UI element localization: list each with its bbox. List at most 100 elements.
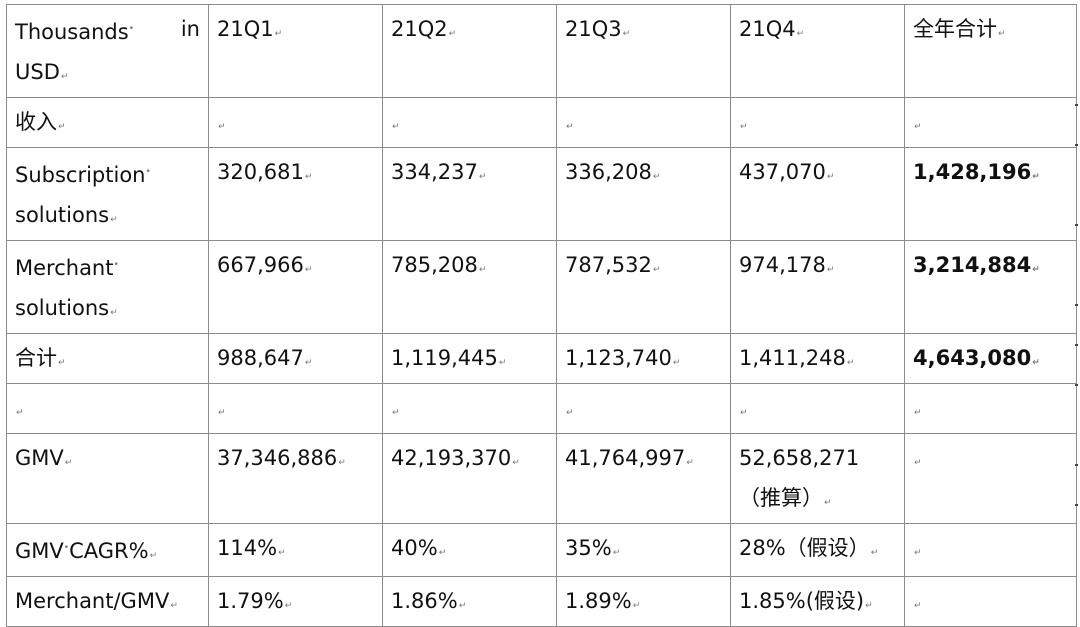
sum-q4: 1,411,248	[739, 346, 846, 370]
subscription-q3-cell[interactable]: 336,208↵	[556, 147, 731, 241]
gmv-cagr-q3-cell[interactable]: 35%↵	[556, 523, 731, 577]
header-q3: 21Q3	[565, 17, 622, 41]
subscription-q1-cell[interactable]: 320,681↵	[208, 147, 383, 241]
sum-label: 合计	[15, 346, 57, 370]
subscription-label-line2: solutions↵	[15, 195, 200, 240]
merchant-total-cell[interactable]: 3,214,884↵	[904, 240, 1077, 334]
empty-cell[interactable]: ↵	[208, 383, 383, 434]
paragraph-mark: ↵	[796, 29, 805, 39]
merchant-q3-cell[interactable]: 787,532↵	[556, 240, 731, 334]
sum-q1-cell[interactable]: 988,647↵	[208, 333, 383, 384]
empty-cell[interactable]: ↵	[208, 97, 383, 148]
merchant-q2-cell[interactable]: 785,208↵	[382, 240, 557, 334]
subscription-q2-cell[interactable]: 334,237↵	[382, 147, 557, 241]
gmv-q4-value: 52,658,271	[739, 446, 860, 470]
header-unit-word1: Thousands•	[15, 9, 134, 52]
paragraph-mark: ↵	[284, 601, 293, 611]
paragraph-mark: ↵	[149, 551, 158, 561]
merchant-gmv-label: Merchant/GMV	[15, 589, 170, 613]
empty-cell[interactable]: ↵	[6, 383, 209, 434]
sum-label-cell[interactable]: 合计↵	[6, 333, 209, 384]
merchant-label-line1: Merchant•	[15, 245, 200, 288]
paragraph-mark: ↵	[16, 408, 24, 418]
header-q1-cell[interactable]: 21Q1↵	[208, 4, 383, 98]
sum-q1: 988,647	[217, 346, 304, 370]
gmv-q2-cell[interactable]: 42,193,370↵	[382, 433, 557, 524]
merchant-gmv-q4-cell[interactable]: 1.85%(假设)↵	[730, 576, 905, 627]
subscription-label-cell[interactable]: Subscription• solutions↵	[6, 147, 209, 241]
gmv-cagr-q4: 28%（假设）	[739, 536, 870, 560]
merchant-q1-cell[interactable]: 667,966↵	[208, 240, 383, 334]
paragraph-mark: ↵	[304, 358, 313, 368]
gmv-cagr-label-cell[interactable]: GMV•CAGR%↵	[6, 523, 209, 577]
subscription-label-text2: solutions	[15, 203, 110, 227]
empty-cell[interactable]: ↵	[556, 97, 731, 148]
space-mark: •	[113, 260, 119, 270]
empty-cell[interactable]: ↵	[556, 383, 731, 434]
paragraph-mark: ↵	[740, 122, 748, 132]
merchant-gmv-q1-cell[interactable]: 1.79%↵	[208, 576, 383, 627]
revenue-section-label-cell[interactable]: 收入↵	[6, 97, 209, 148]
gmv-q1-cell[interactable]: 37,346,886↵	[208, 433, 383, 524]
merchant-gmv-q2-cell[interactable]: 1.86%↵	[382, 576, 557, 627]
merchant-gmv-q3-cell[interactable]: 1.89%↵	[556, 576, 731, 627]
empty-cell[interactable]: ↵	[382, 383, 557, 434]
gmv-q3-cell[interactable]: 41,764,997↵	[556, 433, 731, 524]
header-q4-cell[interactable]: 21Q4↵	[730, 4, 905, 98]
gmv-cagr-q2-cell[interactable]: 40%↵	[382, 523, 557, 577]
subscription-total: 1,428,196	[913, 160, 1032, 184]
gmv-label: GMV	[15, 446, 64, 470]
paragraph-mark: ↵	[914, 122, 922, 132]
paragraph-mark: ↵	[870, 548, 879, 558]
empty-cell[interactable]: ↵	[904, 383, 1077, 434]
subscription-label-text1: Subscription	[15, 163, 146, 187]
sum-q4-cell[interactable]: 1,411,248↵	[730, 333, 905, 384]
empty-cell[interactable]: ↵	[904, 97, 1077, 148]
paragraph-mark: ↵	[218, 122, 226, 132]
paragraph-mark: ↵	[338, 458, 346, 468]
header-unit-text-thousands: Thousands	[15, 20, 129, 44]
paragraph-mark: ↵	[652, 265, 661, 275]
sum-q3-cell[interactable]: 1,123,740↵	[556, 333, 731, 384]
space-mark: •	[145, 167, 151, 177]
merchant-gmv-label-cell[interactable]: Merchant/GMV↵	[6, 576, 209, 627]
merchant-gmv-q1: 1.79%	[217, 589, 284, 613]
sum-q2-cell[interactable]: 1,119,445↵	[382, 333, 557, 384]
paragraph-mark: ↵	[914, 548, 922, 558]
gmv-label-cell[interactable]: GMV↵	[6, 433, 209, 524]
empty-cell[interactable]: ↵	[730, 97, 905, 148]
subscription-q4-cell[interactable]: 437,070↵	[730, 147, 905, 241]
row-end-marker	[1075, 104, 1078, 106]
sum-total-cell[interactable]: 4,643,080↵	[904, 333, 1077, 384]
paragraph-mark: ↵	[448, 29, 457, 39]
subscription-label-line1: Subscription•	[15, 152, 200, 195]
subscription-total-cell[interactable]: 1,428,196↵	[904, 147, 1077, 241]
merchant-q4-cell[interactable]: 974,178↵	[730, 240, 905, 334]
row-end-marker	[1075, 384, 1078, 386]
paragraph-mark: ↵	[998, 29, 1006, 39]
gmv-cagr-q1-cell[interactable]: 114%↵	[208, 523, 383, 577]
header-total-cell[interactable]: 全年合计↵	[904, 4, 1077, 98]
paragraph-mark: ↵	[110, 308, 118, 318]
paragraph-mark: ↵	[566, 408, 574, 418]
empty-cell[interactable]: ↵	[382, 97, 557, 148]
gmv-q4-line1: 52,658,271	[739, 438, 896, 478]
merchant-gmv-total-cell[interactable]: ↵	[904, 576, 1077, 627]
paragraph-mark: ↵	[274, 29, 283, 39]
gmv-total-cell[interactable]: ↵	[904, 433, 1077, 524]
subscription-q1: 320,681	[217, 160, 304, 184]
gmv-cagr-total-cell[interactable]: ↵	[904, 523, 1077, 577]
table-row-revenue-section: 收入↵ ↵ ↵ ↵ ↵ ↵	[6, 97, 1077, 148]
row-end-marker	[1075, 344, 1078, 346]
sum-total: 4,643,080	[913, 346, 1032, 370]
header-unit-cell[interactable]: Thousands• in USD↵	[6, 4, 209, 98]
gmv-cagr-q4-cell[interactable]: 28%（假设）↵	[730, 523, 905, 577]
header-q3-cell[interactable]: 21Q3↵	[556, 4, 731, 98]
merchant-label-cell[interactable]: Merchant• solutions↵	[6, 240, 209, 334]
header-q2-cell[interactable]: 21Q2↵	[382, 4, 557, 98]
paragraph-mark: ↵	[58, 358, 66, 368]
gmv-q3: 41,764,997	[565, 446, 686, 470]
gmv-q4-cell[interactable]: 52,658,271 （推算）↵	[730, 433, 905, 524]
table-row-subscription: Subscription• solutions↵ 320,681↵ 334,23…	[6, 147, 1077, 241]
empty-cell[interactable]: ↵	[730, 383, 905, 434]
